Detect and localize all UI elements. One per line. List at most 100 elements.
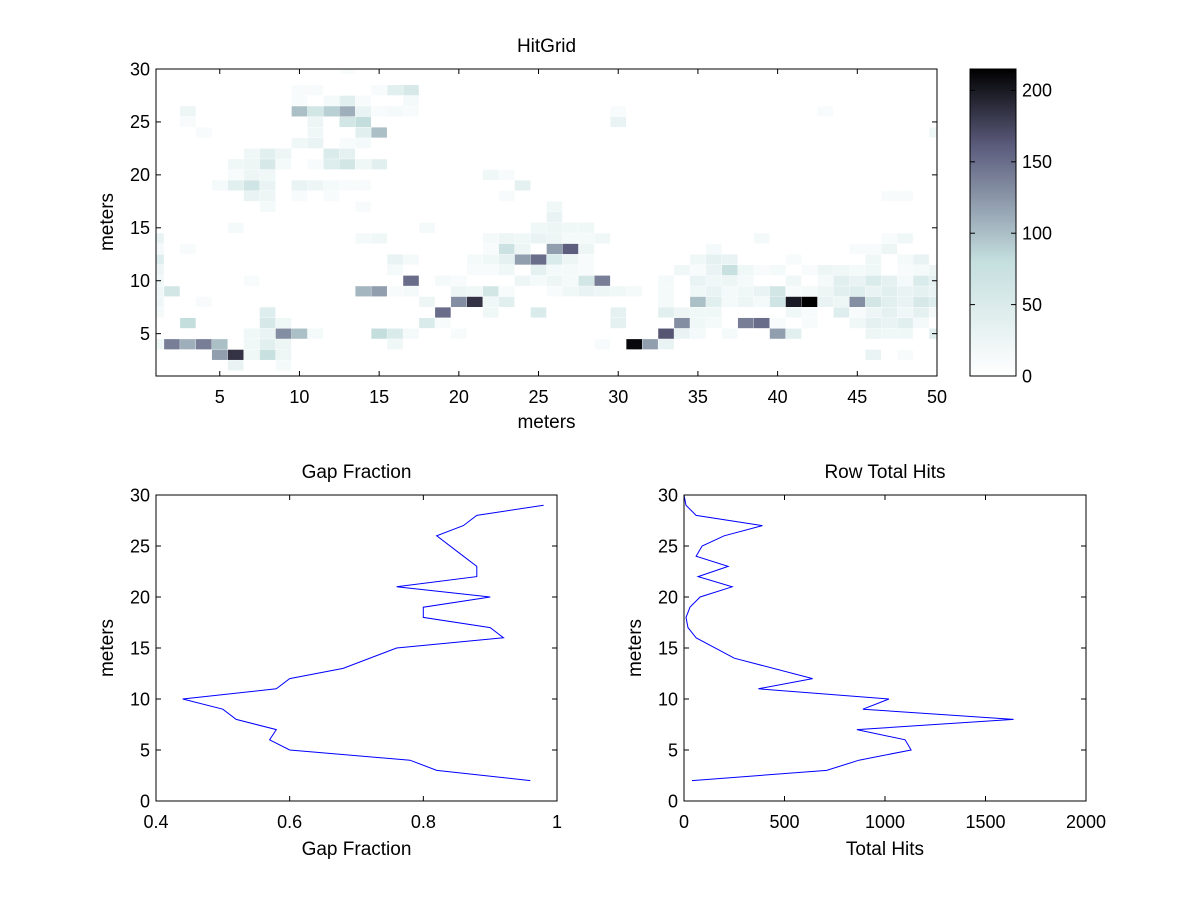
heatmap-cell: [243, 180, 260, 191]
heatmap-cell: [913, 286, 929, 297]
colorbar-gradient: [970, 69, 1016, 376]
heatmap-cell: [721, 254, 738, 265]
heatmap-cell: [371, 233, 387, 244]
heatmap-cell: [817, 106, 834, 117]
heatmap-cell: [546, 243, 563, 255]
heatmap-cell: [913, 275, 929, 286]
heatmap-cell: [817, 286, 834, 297]
rth-x-ticks: 0 500 1000 1500 2000: [679, 495, 1106, 832]
heatmap-cell: [355, 159, 372, 170]
rth-y-tick-label: 10: [658, 689, 678, 709]
heatmap-cell: [546, 212, 563, 223]
heatmap-cell: [307, 328, 324, 339]
heatmap-cell: [658, 328, 674, 339]
heatmap-cell: [323, 148, 340, 159]
heatmap-cell: [419, 296, 435, 308]
heatmap-cell: [897, 307, 913, 318]
heatmap-cells: [156, 69, 937, 371]
heatmap-cell: [833, 275, 850, 286]
heatmap-cell: [355, 106, 372, 117]
heatmap-cell: [833, 307, 850, 318]
heatmap-cell: [849, 275, 866, 286]
heatmap-cell: [323, 95, 340, 106]
heatmap-cell: [785, 296, 802, 308]
heatmap-cell: [881, 275, 897, 286]
rth-x-tick-label: 1500: [965, 812, 1005, 832]
heatmap-cell: [307, 180, 324, 191]
heatmap-cell: [594, 233, 611, 244]
heatmap-cell: [275, 360, 292, 371]
heatmap-cell: [243, 349, 260, 360]
heatmap-cell: [156, 307, 164, 318]
heatmap-x-tick-label: 35: [688, 387, 708, 407]
heatmap-cell: [817, 265, 834, 276]
heatmap-cell: [307, 127, 324, 138]
rth-y-tick-label: 15: [658, 638, 678, 658]
heatmap-cell: [259, 317, 276, 329]
heatmap-cell: [211, 339, 228, 350]
heatmap-cell: [355, 180, 372, 191]
heatmap-cell: [546, 254, 563, 265]
heatmap-cell: [610, 106, 627, 117]
heatmap-cell: [753, 296, 770, 308]
heatmap-cell: [466, 265, 483, 276]
rth-y-tick-label: 0: [668, 791, 678, 811]
heatmap-cell: [897, 328, 913, 339]
heatmap-cell: [387, 286, 403, 297]
rth-x-tick-label: 0: [679, 812, 689, 832]
heatmap-cell: [562, 265, 579, 276]
gap-fraction-panel: 0.4 0.6 0.8 1 0 5 10 15 20 25 30 Gap Fraction Gap…: [97, 462, 562, 860]
heatmap-cell: [737, 317, 754, 329]
heatmap-cell: [371, 85, 387, 96]
heatmap-cell: [291, 95, 308, 106]
heatmap-cell: [530, 233, 547, 244]
heatmap-cell: [403, 286, 419, 297]
heatmap-cell: [785, 328, 802, 339]
heatmap-cell: [323, 180, 340, 191]
heatmap-cell: [498, 265, 515, 276]
heatmap-axes-box: [155, 68, 938, 377]
heatmap-cell: [275, 339, 292, 350]
heatmap-cell: [785, 307, 802, 318]
heatmap-cell: [291, 180, 308, 191]
gap-title: Gap Fraction: [302, 462, 412, 483]
rth-title: Row Total Hits: [824, 462, 945, 483]
heatmap-cell: [610, 317, 627, 329]
heatmap-cell: [275, 317, 292, 329]
heatmap-cell: [435, 275, 451, 286]
heatmap-cell: [227, 349, 244, 360]
heatmap-cell: [403, 95, 419, 106]
gap-x-tick-label: 0.4: [143, 812, 168, 832]
heatmap-cell: [451, 328, 467, 339]
heatmap-cell: [482, 254, 499, 265]
heatmap-cell: [275, 328, 292, 339]
heatmap-cell: [403, 328, 419, 339]
heatmap-cell: [323, 159, 340, 170]
heatmap-cell: [307, 85, 324, 96]
gap-y-tick-label: 0: [140, 791, 150, 811]
heatmap-cell: [275, 159, 292, 170]
heatmap-cell: [562, 243, 579, 255]
heatmap-cell: [180, 317, 196, 329]
heatmap-cell: [865, 296, 882, 308]
heatmap-cell: [243, 190, 260, 202]
heatmap-cell: [690, 275, 706, 286]
heatmap-cell: [849, 296, 866, 308]
gap-y-ticks: 0 5 10 15 20 25 30: [130, 485, 557, 811]
heatmap-cell: [243, 339, 260, 350]
colorbar-tick-label: 100: [1022, 224, 1052, 244]
heatmap-cell: [259, 148, 276, 159]
heatmap-cell: [865, 275, 882, 286]
heatmap-cell: [546, 265, 563, 276]
heatmap-cell: [307, 159, 324, 170]
heatmap-cell: [801, 265, 818, 276]
heatmap-cell: [721, 265, 738, 276]
heatmap-cell: [801, 286, 818, 297]
heatmap-cell: [881, 328, 897, 339]
gap-y-label: meters: [97, 619, 118, 677]
heatmap-cell: [498, 254, 515, 265]
heatmap-cell: [610, 286, 627, 297]
heatmap-x-tick-label: 45: [847, 387, 867, 407]
heatmap-cell: [658, 296, 674, 308]
